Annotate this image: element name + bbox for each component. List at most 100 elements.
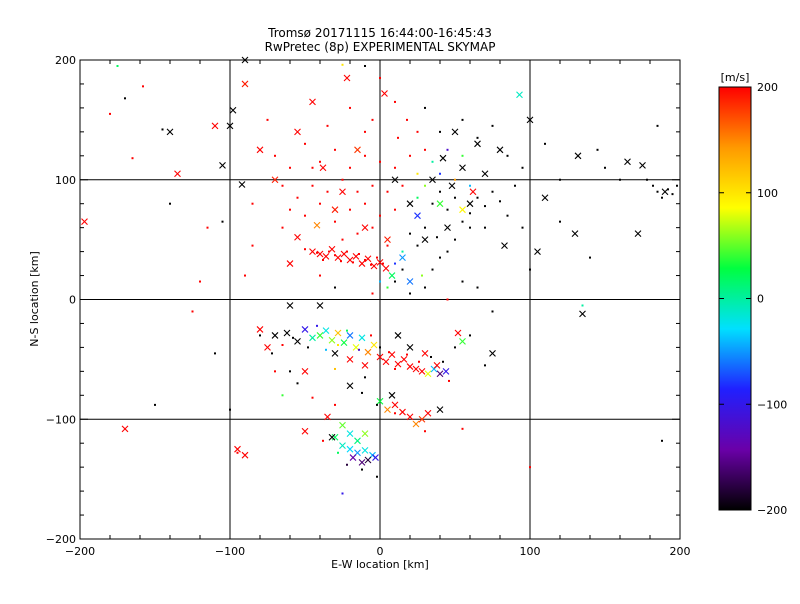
- data-point-dot: [431, 202, 434, 205]
- data-point-dot: [281, 226, 284, 229]
- data-point-dot: [334, 254, 336, 257]
- data-point-dot: [514, 184, 516, 187]
- data-point-cross: [322, 253, 330, 260]
- data-point-dot: [431, 160, 434, 163]
- data-point-dot: [439, 172, 441, 175]
- data-point-dot: [484, 205, 486, 208]
- data-point-dot: [328, 250, 330, 253]
- data-point-cross: [451, 128, 459, 136]
- data-point-dot: [304, 248, 306, 251]
- data-point-dot: [484, 364, 486, 367]
- data-point-cross: [579, 310, 586, 318]
- data-point-cross: [234, 445, 241, 453]
- data-point-dot: [394, 280, 396, 283]
- data-point-cross: [349, 454, 357, 461]
- data-point-cross: [534, 248, 541, 255]
- data-point-dot: [461, 220, 464, 223]
- data-point-dot: [430, 355, 432, 358]
- data-point-dot: [346, 463, 348, 466]
- data-point-dot: [346, 329, 348, 332]
- data-point-cross: [516, 91, 523, 99]
- data-point-dot: [439, 130, 441, 133]
- data-point-dot: [409, 154, 411, 157]
- data-point-dot: [109, 112, 111, 115]
- data-point-cross: [501, 242, 508, 250]
- data-point-dot: [322, 258, 324, 261]
- data-point-cross: [412, 365, 420, 373]
- data-point-dot: [397, 136, 399, 139]
- data-point-cross: [271, 176, 279, 184]
- data-point-dot: [349, 166, 351, 169]
- data-point-dot: [454, 178, 456, 181]
- colorbar-label: [m/s]: [721, 71, 750, 84]
- data-point-cross: [406, 200, 414, 208]
- data-point-dot: [469, 226, 471, 229]
- data-point-dot: [386, 244, 389, 247]
- data-point-dot: [316, 324, 318, 327]
- data-point-dot: [274, 370, 276, 373]
- data-point-cross: [331, 206, 339, 214]
- data-point-cross: [361, 361, 369, 369]
- data-point-dot: [661, 439, 663, 442]
- data-point-cross: [174, 170, 181, 178]
- data-point-dot: [296, 382, 299, 385]
- data-point-cross: [412, 420, 420, 428]
- data-point-dot: [376, 256, 378, 259]
- data-point-cross: [406, 413, 414, 421]
- data-point-dot: [142, 85, 144, 88]
- data-point-dot: [424, 226, 426, 229]
- data-point-dot: [394, 367, 396, 370]
- data-point-cross: [424, 370, 432, 378]
- data-point-dot: [281, 184, 284, 187]
- data-point-dot: [446, 250, 449, 253]
- data-point-cross: [376, 353, 384, 361]
- data-point-cross: [339, 442, 346, 449]
- data-point-dot: [484, 226, 486, 229]
- data-point-cross: [574, 152, 582, 160]
- data-point-dot: [431, 268, 434, 271]
- data-point-cross: [241, 451, 249, 459]
- x-tick-label: −100: [215, 545, 245, 558]
- data-point-dot: [311, 166, 314, 169]
- data-point-dot: [394, 208, 396, 211]
- data-point-cross: [354, 437, 361, 445]
- data-point-dot: [506, 154, 509, 157]
- data-point-dot: [371, 292, 374, 295]
- data-point-dot: [446, 298, 449, 301]
- data-point-cross: [391, 401, 399, 409]
- data-point-cross: [639, 161, 646, 169]
- data-point-dot: [461, 118, 464, 121]
- data-point-cross: [316, 332, 324, 339]
- colorbar-tick-label: −200: [757, 504, 787, 517]
- data-point-dot: [619, 178, 621, 181]
- data-point-cross: [358, 334, 366, 342]
- data-point-dot: [409, 232, 411, 235]
- data-point-cross: [424, 409, 432, 417]
- data-point-dot: [439, 190, 441, 193]
- data-point-cross: [331, 349, 339, 357]
- data-point-dot: [244, 274, 246, 277]
- data-point-cross: [489, 349, 496, 357]
- data-point-dot: [661, 196, 663, 199]
- colorbar-tick-label: −100: [757, 398, 787, 411]
- data-point-dot: [416, 172, 419, 175]
- data-point-cross: [526, 116, 534, 124]
- data-point-dot: [491, 124, 494, 127]
- data-point-dot: [652, 184, 654, 187]
- data-point-dot: [296, 196, 299, 199]
- data-point-cross: [294, 338, 301, 345]
- data-point-dot: [409, 292, 411, 295]
- data-point-cross: [406, 344, 414, 351]
- data-point-dot: [364, 154, 366, 157]
- data-point-cross: [121, 425, 129, 433]
- data-point-dot: [289, 166, 291, 169]
- data-point-dot: [281, 394, 284, 397]
- data-point-cross: [328, 433, 336, 441]
- data-point-dot: [337, 451, 339, 454]
- data-point-dot: [341, 178, 344, 181]
- data-point-dot: [439, 256, 441, 259]
- data-point-cross: [372, 454, 379, 461]
- data-point-dot: [671, 193, 674, 196]
